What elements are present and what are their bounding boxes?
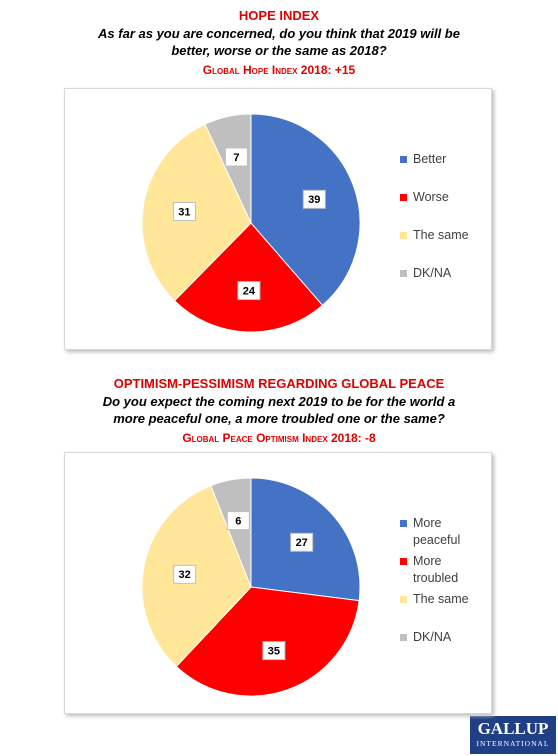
pie-chart: 27 35 32 6 bbox=[141, 477, 361, 697]
data-label: 31 bbox=[178, 206, 190, 218]
data-label: 24 bbox=[243, 285, 256, 297]
chart-title: OPTIMISM-PESSIMISM REGARDING GLOBAL PEAC… bbox=[113, 376, 445, 391]
chart-subtitle: Do you expect the coming next 2019 to be… bbox=[102, 394, 456, 426]
legend-swatch bbox=[400, 156, 407, 163]
legend-label: DK/NA bbox=[413, 266, 452, 280]
legend-entry: The same bbox=[400, 591, 477, 608]
data-label-box bbox=[224, 147, 248, 167]
legend-entry: More peaceful bbox=[400, 515, 477, 549]
data-label: 35 bbox=[268, 645, 280, 657]
logo-sub: INTERNATIONAL bbox=[476, 739, 550, 748]
legend-label: The same bbox=[413, 228, 469, 242]
legend-entry: DK/NA bbox=[400, 629, 477, 646]
pie-slice bbox=[141, 123, 252, 302]
pie-slice bbox=[141, 485, 252, 668]
data-label-box bbox=[172, 201, 196, 221]
legend-label: The same bbox=[413, 592, 469, 606]
data-label-box bbox=[173, 564, 197, 584]
legend-label: More peaceful bbox=[413, 516, 461, 547]
legend-swatch bbox=[400, 596, 407, 603]
chart-annotation: Global Hope Index 2018: +15 bbox=[202, 63, 356, 77]
logo: GALLUP INTERNATIONAL bbox=[470, 716, 556, 754]
pie-slice bbox=[204, 113, 252, 224]
chart-area: 27 35 32 6 More peaceful More troubled The sam… bbox=[64, 452, 492, 714]
legend-label: Better bbox=[413, 152, 447, 166]
pie-chart: 39 24 31 7 bbox=[141, 113, 361, 333]
chart-block: OPTIMISM-PESSIMISM REGARDING GLOBAL PEAC… bbox=[0, 374, 558, 742]
legend-entry: Better bbox=[400, 151, 477, 168]
pie-slice bbox=[173, 222, 324, 333]
data-label: 6 bbox=[235, 516, 241, 528]
chart-title: HOPE INDEX bbox=[238, 8, 320, 23]
pie-slice bbox=[250, 113, 361, 306]
data-label-box bbox=[302, 189, 326, 209]
legend-swatch bbox=[400, 634, 407, 641]
data-label-box bbox=[237, 281, 261, 301]
data-label-box bbox=[290, 532, 314, 552]
legend-swatch bbox=[400, 232, 407, 239]
data-label-box bbox=[262, 641, 286, 661]
data-label: 27 bbox=[296, 537, 308, 549]
legend-label: More troubled bbox=[413, 554, 459, 585]
legend-swatch bbox=[400, 520, 407, 527]
legend-entry: The same bbox=[400, 227, 477, 244]
data-label: 39 bbox=[308, 194, 320, 206]
legend-entry: DK/NA bbox=[400, 265, 477, 282]
legend-swatch bbox=[400, 270, 407, 277]
legend-label: Worse bbox=[413, 190, 449, 204]
data-label: 32 bbox=[178, 569, 190, 581]
chart-block: HOPE INDEX As far as you are concerned, d… bbox=[0, 6, 558, 374]
chart-annotation: Global Peace Optimism Index 2018: -8 bbox=[182, 431, 376, 445]
data-label: 7 bbox=[233, 152, 239, 164]
pie-slice bbox=[210, 477, 252, 588]
chart-area: 39 24 31 7 Better Worse The same DK/NA bbox=[64, 88, 492, 350]
legend-entry: Worse bbox=[400, 189, 477, 206]
chart-subtitle: As far as you are concerned, do you thin… bbox=[98, 26, 460, 58]
legend-swatch bbox=[400, 558, 407, 565]
legend-label: DK/NA bbox=[413, 630, 452, 644]
logo-name: GALLUP bbox=[477, 719, 549, 738]
legend-entry: More troubled bbox=[400, 553, 477, 587]
data-label-box bbox=[226, 511, 250, 531]
legend-swatch bbox=[400, 194, 407, 201]
